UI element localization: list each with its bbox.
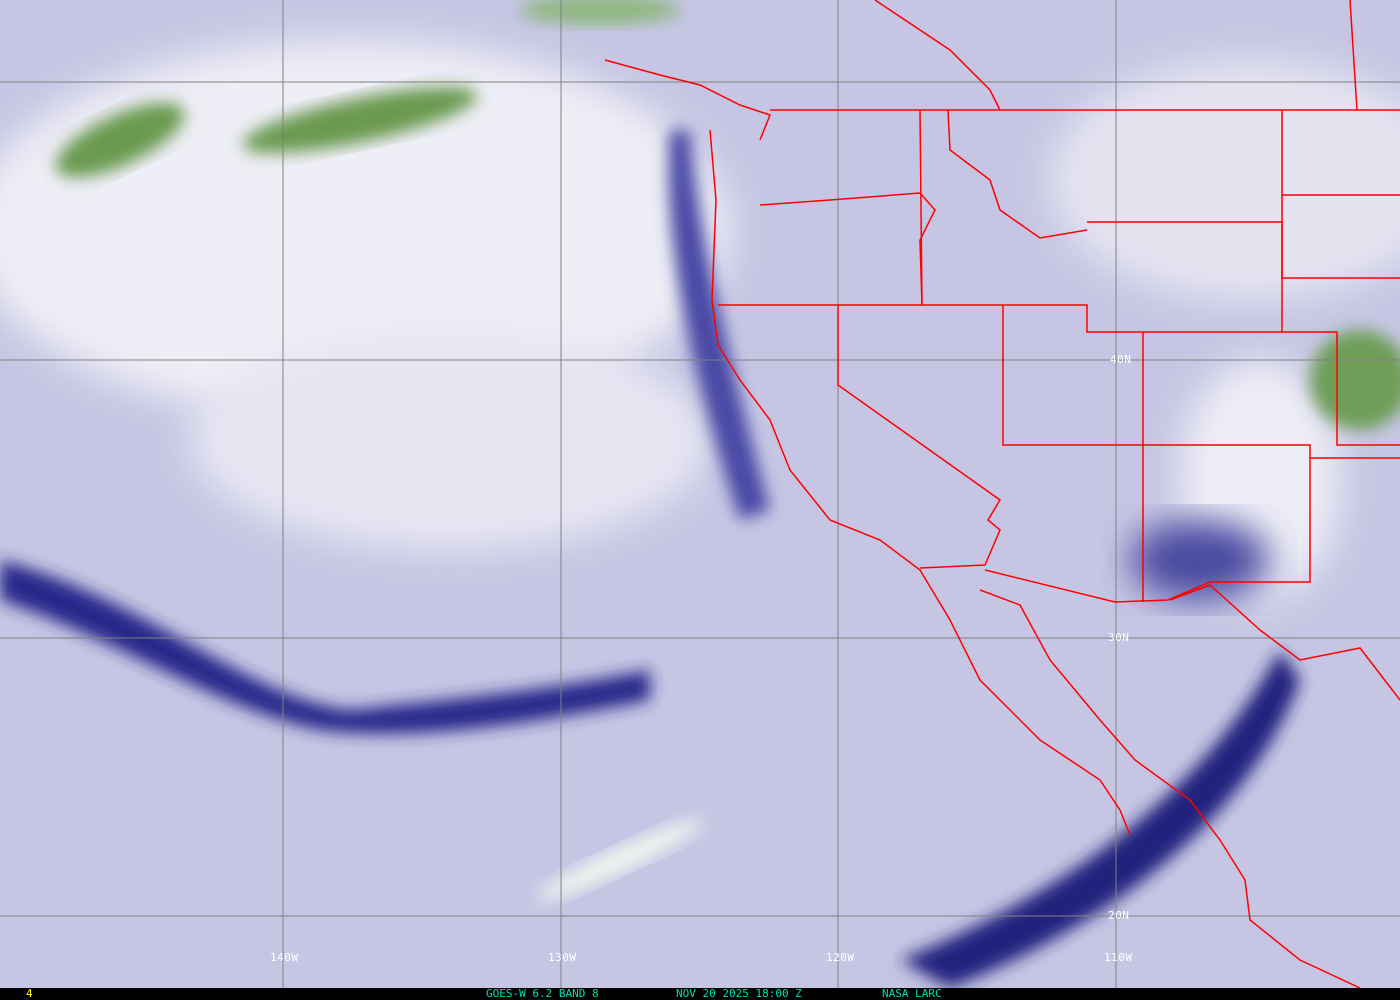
satellite-band: GOES-W 6.2 BAND 8: [486, 987, 599, 1000]
footer-bar: 4 GOES-W 6.2 BAND 8 NOV 20 2025 18:00 Z …: [0, 988, 1400, 1000]
political-borders: [604, 0, 1400, 988]
bc-coast: [874, 0, 1001, 111]
west-coast: [709, 129, 1131, 836]
frame-number: 4: [26, 987, 33, 1000]
lon-label-130w: 130W: [548, 951, 577, 964]
lat-label-30n: 30N: [1108, 631, 1130, 644]
baja-gulf-coast: [979, 589, 1361, 988]
lat-label-40n: 40N: [1110, 353, 1132, 366]
lon-label-120w: 120W: [826, 951, 855, 964]
image-source: NASA LARC: [882, 987, 942, 1000]
lat-label-20n: 20N: [1108, 909, 1130, 922]
mexico-coast: [1169, 584, 1400, 701]
lon-label-140w: 140W: [270, 951, 299, 964]
lon-label-110w: 110W: [1104, 951, 1133, 964]
image-datetime: NOV 20 2025 18:00 Z: [676, 987, 802, 1000]
canada-coast: [604, 59, 771, 141]
